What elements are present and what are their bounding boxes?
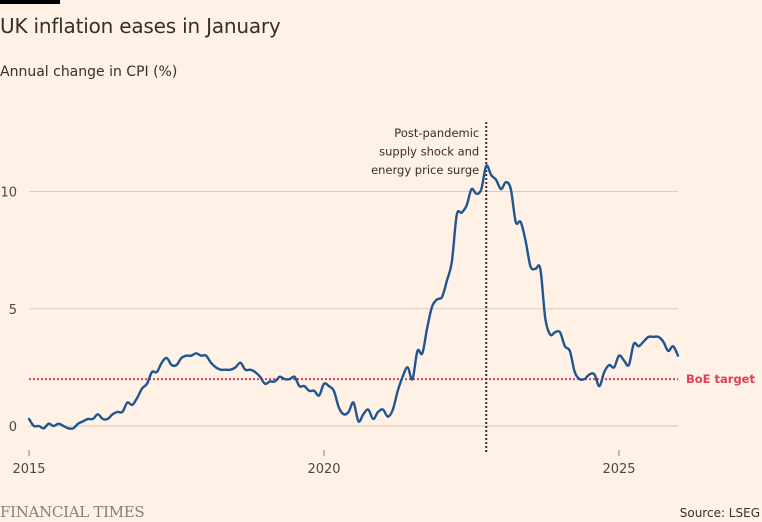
cpi-series-line <box>27 164 680 430</box>
x-tick-label: 2025 <box>602 462 635 477</box>
y-tick-label: 5 <box>9 303 17 318</box>
y-tick-label: 0 <box>9 420 17 435</box>
x-tick-label: 2020 <box>307 462 340 477</box>
brand-top-bar <box>0 0 60 4</box>
annotation-text: supply shock and <box>379 145 479 159</box>
x-tick-label: 2015 <box>12 462 45 477</box>
annotation-text: Post-pandemic <box>394 126 479 140</box>
y-tick-label: 10 <box>0 186 17 201</box>
chart-subtitle: Annual change in CPI (%) <box>0 64 178 80</box>
ft-logo: FINANCIAL TIMES <box>0 503 145 521</box>
boe-target-label: BoE target <box>686 372 755 386</box>
source-note: Source: LSEG <box>679 506 760 520</box>
chart-title: UK inflation eases in January <box>0 14 281 38</box>
annotation-text: energy price surge <box>371 163 479 177</box>
